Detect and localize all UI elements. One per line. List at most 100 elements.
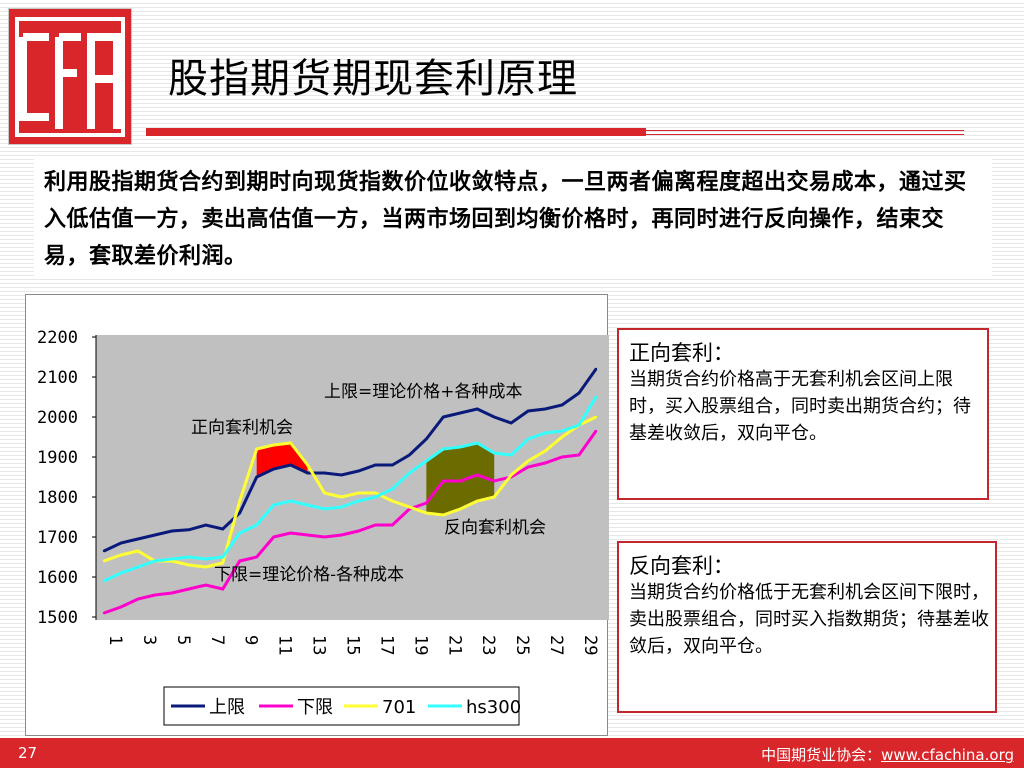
data-point [289, 441, 292, 445]
data-point [340, 495, 343, 499]
data-point [238, 531, 241, 535]
x-tick-label: 29 [580, 635, 600, 655]
data-point [119, 605, 123, 609]
data-point [425, 437, 428, 441]
data-point [102, 549, 106, 553]
data-point [357, 529, 360, 533]
data-point [306, 533, 309, 537]
data-point [442, 513, 445, 517]
x-tick-label: 3 [139, 635, 159, 645]
y-tick-label: 1700 [37, 528, 78, 548]
positive-arb-label: 正向套利机会 [191, 418, 293, 438]
data-point [204, 523, 207, 527]
x-tick-label: 23 [478, 635, 498, 655]
chart-frame: 1500 1600 1700 1800 1900 2000 2100 2200 1 3 5 7 9 11… [25, 294, 609, 736]
data-point [221, 561, 224, 565]
data-point [493, 479, 496, 483]
data-point [357, 491, 360, 495]
data-point [560, 403, 564, 407]
slide-title: 股指期货期现套利原理 [168, 56, 578, 102]
data-point [509, 473, 513, 477]
x-tick-label: 5 [173, 635, 193, 645]
data-point [459, 507, 462, 511]
upper-bound-label: 上限=理论价格+各种成本 [324, 382, 523, 402]
y-tick-label: 2100 [37, 368, 78, 388]
data-point [526, 437, 530, 441]
intro-box: 利用股指期货合约到期时向现货指数价位收敛特点，一旦两者偏离程度超出交易成本，通过… [34, 158, 992, 276]
callout-body: 当期货合约价格低于无套利机会区间下限时，卖出股票组合，同时买入指数期货；待基差收… [629, 582, 989, 657]
footer-credit: 中国期货业协会：www.cfachina.org [761, 744, 1014, 765]
data-point [187, 563, 191, 567]
data-point [425, 511, 428, 515]
y-tick-label: 1500 [37, 608, 78, 628]
data-point [391, 499, 394, 503]
x-tick-label: 17 [376, 635, 396, 655]
data-point [272, 535, 275, 539]
data-point [526, 465, 530, 469]
positive-arbitrage-callout: 正向套利： 当期货合约价格高于无套利机会区间上限时，买入股票组合，同时卖出期货合… [617, 328, 989, 500]
legend-label: 上限 [209, 697, 245, 718]
data-point [391, 463, 394, 467]
data-point [255, 475, 258, 479]
data-point [102, 559, 106, 563]
data-point [594, 415, 598, 419]
footer-bar: 27 中国期货业协会：www.cfachina.org [0, 738, 1024, 768]
data-point [543, 461, 547, 465]
data-point [306, 463, 309, 467]
y-tick-label: 2000 [37, 408, 78, 428]
data-point [153, 533, 157, 537]
x-tick-label: 15 [343, 635, 363, 655]
cfa-logo-mark [9, 9, 131, 144]
negative-arb-label: 反向套利机会 [444, 518, 546, 538]
data-point [204, 557, 207, 561]
legend-label: hs300 [466, 697, 521, 718]
data-point [153, 593, 157, 597]
data-point [306, 471, 309, 475]
x-tick-label: 21 [444, 635, 464, 655]
data-point [594, 429, 598, 433]
footer-link[interactable]: www.cfachina.org [881, 746, 1014, 764]
data-point [425, 459, 428, 463]
data-point [543, 407, 547, 411]
x-tick-label: 19 [410, 635, 430, 655]
footer-org: 中国期货业协会： [761, 746, 882, 764]
x-tick-label: 25 [512, 635, 532, 655]
data-point [306, 503, 309, 507]
plot-area [96, 335, 609, 620]
data-point [442, 415, 445, 419]
data-point [374, 463, 377, 467]
legend-label: 下限 [297, 697, 333, 718]
lower-bound-label: 下限=理论价格-各种成本 [214, 565, 404, 585]
data-point [357, 499, 360, 503]
data-point [340, 533, 343, 537]
data-point [577, 453, 581, 457]
data-point [221, 555, 224, 559]
data-point [577, 423, 581, 427]
callout-body: 当期货合约价格高于无套利机会区间上限时，买入股票组合，同时卖出期货合约；待基差收… [629, 369, 971, 444]
data-point [357, 469, 360, 473]
data-point [323, 471, 326, 475]
data-point [170, 529, 174, 533]
positive-arbitrage-area [256, 443, 308, 477]
data-point [221, 527, 224, 531]
data-point [289, 499, 292, 503]
data-point [153, 559, 157, 563]
data-point [170, 557, 174, 561]
data-point [238, 511, 241, 515]
data-point [493, 451, 496, 455]
x-tick-label: 1 [105, 635, 125, 645]
data-point [323, 535, 326, 539]
series-line-3 [103, 396, 598, 583]
data-point [136, 597, 140, 601]
callout-title: 正向套利： [629, 341, 734, 365]
data-point [476, 473, 479, 477]
data-point [509, 453, 513, 457]
y-tick-label: 1900 [37, 448, 78, 468]
data-point [476, 407, 479, 411]
data-point [136, 549, 140, 553]
data-point [459, 445, 462, 449]
data-point [577, 391, 581, 395]
data-point [374, 523, 377, 527]
data-point [459, 411, 462, 415]
